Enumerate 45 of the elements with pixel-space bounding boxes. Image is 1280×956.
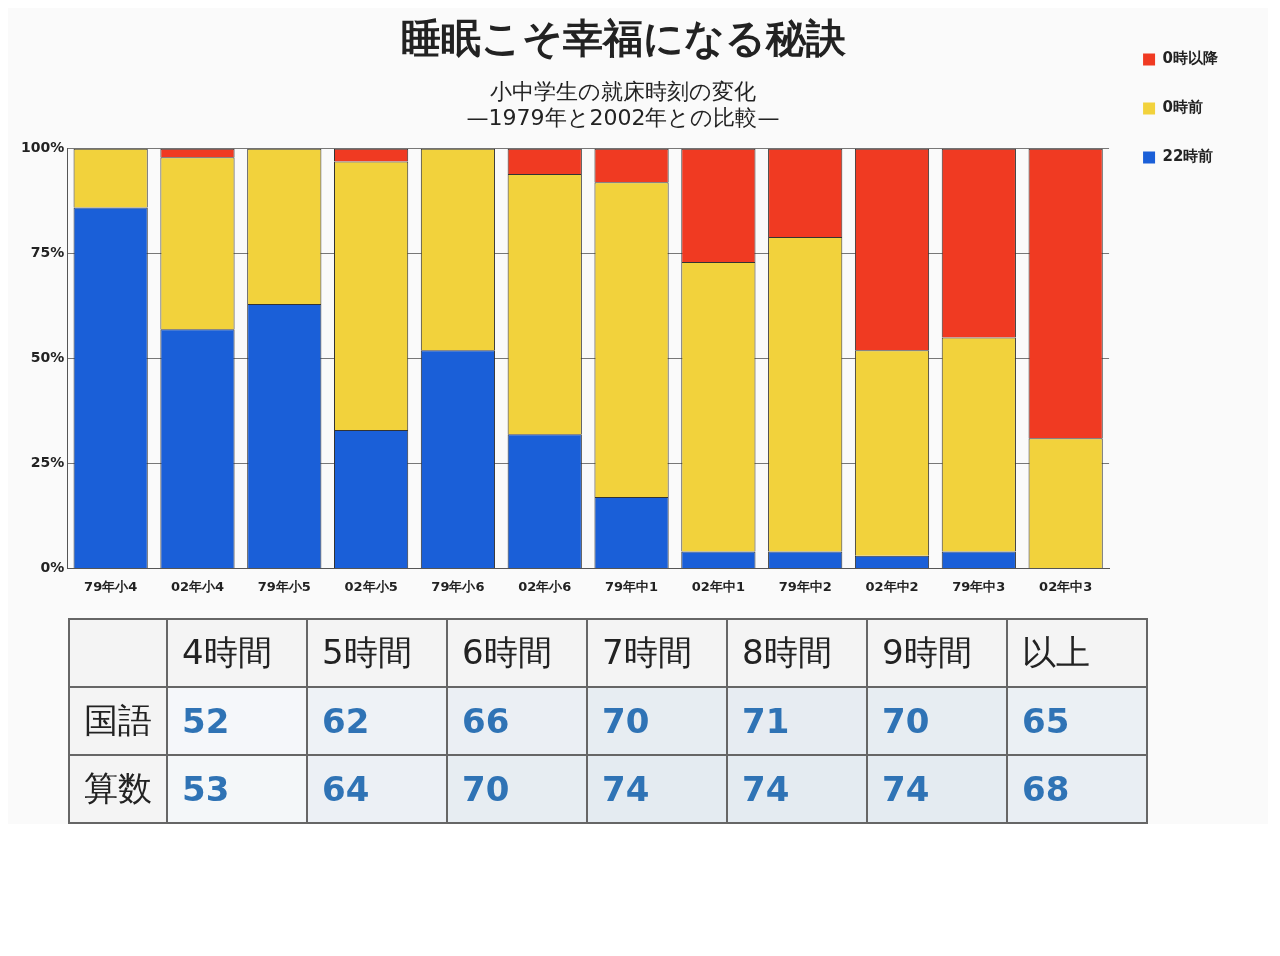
legend-label: 22時前: [1162, 147, 1214, 166]
x-tick-label: 79年小5: [257, 578, 311, 594]
x-tick-label: 9時間: [867, 619, 1007, 687]
y-tick-label: 25%: [30, 454, 65, 471]
data-label: 66: [447, 687, 587, 755]
data-label: 65: [1007, 687, 1147, 755]
y-tick-label: 国語: [69, 687, 167, 755]
x-tick-label: 8時間: [727, 619, 867, 687]
x-tick-label: 79年小4: [84, 578, 138, 594]
data-label: 74: [867, 755, 1007, 823]
data-label: 68: [1007, 755, 1147, 823]
y-tick-label: 50%: [30, 349, 65, 366]
x-tick-label: 79年小6: [431, 578, 485, 594]
data-label: 64: [307, 755, 447, 823]
x-tick-label: 6時間: [447, 619, 587, 687]
chart-title: 睡眠こそ幸福になる秘訣: [400, 15, 847, 62]
data-label: 70: [447, 755, 587, 823]
x-tick-label: 79年中2: [778, 578, 832, 594]
x-tick-label: 7時間: [587, 619, 727, 687]
x-tick-label: 02年中1: [691, 578, 745, 594]
y-tick-label: 100%: [20, 139, 65, 156]
x-tick-label: 4時間: [167, 619, 307, 687]
data-label: 74: [587, 755, 727, 823]
x-tick-label: 02年小4: [170, 578, 225, 594]
data-label: 62: [307, 687, 447, 755]
data-label: 71: [727, 687, 867, 755]
y-tick-label: 算数: [69, 755, 167, 823]
data-label: 70: [867, 687, 1007, 755]
data-label: 52: [167, 687, 307, 755]
chart-subtitle: 小中学生の就床時刻の変化 —1979年と2002年との比較—: [466, 78, 780, 131]
data-label: 70: [587, 687, 727, 755]
y-tick-label: 75%: [30, 244, 65, 261]
legend-label: 0時以降: [1162, 49, 1219, 68]
data-label: 53: [167, 755, 307, 823]
x-tick-label: 79年中1: [605, 578, 659, 594]
x-tick-label: 02年小5: [344, 578, 398, 594]
x-tick-label: 02年中3: [1039, 578, 1093, 594]
x-tick-label: 02年中2: [865, 578, 919, 594]
x-tick-label: 79年中3: [952, 578, 1006, 594]
x-tick-label: 02年小6: [518, 578, 572, 594]
data-label: 74: [727, 755, 867, 823]
legend-label: 0時前: [1162, 98, 1203, 117]
y-tick-label: 0%: [40, 559, 65, 576]
x-tick-label: 5時間: [307, 619, 447, 687]
x-tick-label: 以上: [1007, 619, 1147, 687]
